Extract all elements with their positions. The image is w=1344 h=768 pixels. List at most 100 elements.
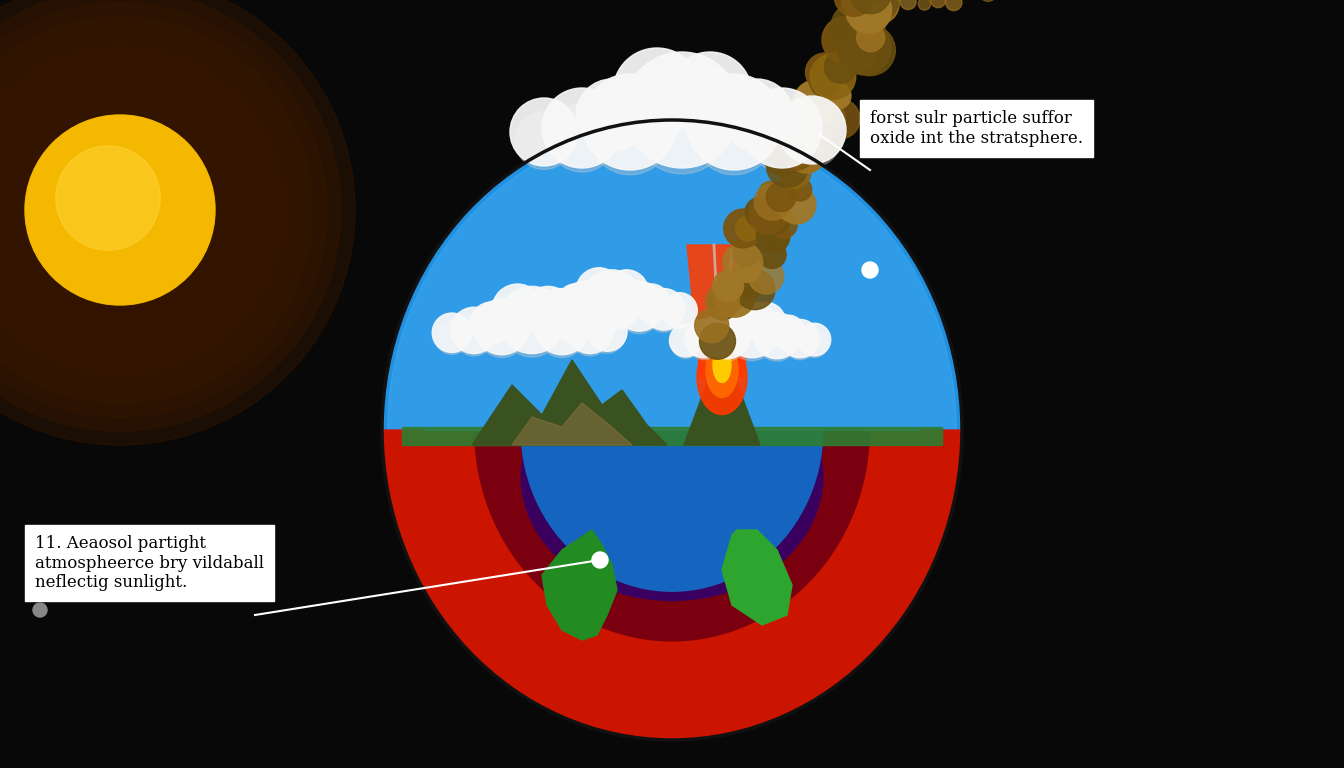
- Circle shape: [0, 59, 271, 361]
- Circle shape: [515, 111, 573, 170]
- Circle shape: [663, 293, 698, 328]
- Circle shape: [470, 302, 512, 344]
- Circle shape: [724, 302, 780, 358]
- Circle shape: [824, 51, 856, 83]
- Circle shape: [433, 313, 472, 353]
- Polygon shape: [382, 430, 962, 740]
- Circle shape: [0, 73, 257, 347]
- Circle shape: [556, 284, 594, 321]
- Circle shape: [492, 284, 543, 335]
- Ellipse shape: [382, 120, 962, 740]
- Circle shape: [840, 36, 875, 71]
- Circle shape: [577, 79, 648, 151]
- Polygon shape: [521, 430, 823, 591]
- Circle shape: [646, 297, 681, 333]
- Circle shape: [758, 181, 784, 206]
- Circle shape: [930, 0, 946, 8]
- Circle shape: [0, 45, 285, 375]
- Circle shape: [454, 316, 493, 356]
- Circle shape: [732, 239, 761, 266]
- Circle shape: [712, 277, 747, 312]
- Circle shape: [618, 291, 660, 334]
- Circle shape: [900, 0, 917, 10]
- Circle shape: [450, 307, 497, 353]
- Circle shape: [685, 319, 723, 358]
- Circle shape: [762, 206, 790, 234]
- Circle shape: [735, 217, 759, 240]
- Circle shape: [605, 270, 648, 313]
- Circle shape: [0, 31, 298, 389]
- Circle shape: [535, 299, 590, 355]
- Circle shape: [918, 0, 930, 10]
- Circle shape: [719, 300, 761, 343]
- Circle shape: [746, 302, 786, 343]
- Circle shape: [509, 98, 578, 166]
- Circle shape: [735, 270, 775, 310]
- Circle shape: [0, 0, 355, 445]
- Circle shape: [579, 277, 618, 316]
- Circle shape: [851, 0, 891, 14]
- Circle shape: [788, 136, 825, 173]
- Circle shape: [548, 104, 616, 172]
- Polygon shape: [422, 430, 922, 697]
- Circle shape: [728, 313, 775, 361]
- Circle shape: [587, 312, 628, 351]
- Polygon shape: [382, 430, 962, 740]
- Circle shape: [781, 319, 820, 358]
- Circle shape: [856, 24, 884, 51]
- Circle shape: [801, 99, 839, 137]
- Circle shape: [765, 139, 801, 176]
- Ellipse shape: [706, 343, 738, 398]
- Circle shape: [715, 275, 742, 302]
- Circle shape: [478, 310, 526, 358]
- Circle shape: [749, 197, 786, 234]
- Circle shape: [577, 268, 622, 313]
- Polygon shape: [382, 120, 962, 430]
- Circle shape: [758, 240, 786, 269]
- Circle shape: [614, 281, 664, 331]
- Circle shape: [770, 210, 797, 238]
- Circle shape: [496, 294, 539, 338]
- Ellipse shape: [698, 339, 747, 415]
- Circle shape: [810, 54, 856, 99]
- Polygon shape: [474, 430, 870, 641]
- Circle shape: [784, 327, 816, 359]
- Circle shape: [824, 82, 851, 109]
- Circle shape: [853, 6, 884, 37]
- Polygon shape: [472, 360, 667, 445]
- Ellipse shape: [714, 347, 731, 382]
- Circle shape: [784, 94, 828, 137]
- Circle shape: [789, 178, 812, 201]
- Circle shape: [559, 291, 591, 323]
- Circle shape: [589, 93, 671, 175]
- Circle shape: [567, 307, 613, 353]
- Circle shape: [714, 276, 755, 317]
- Circle shape: [773, 127, 817, 170]
- Circle shape: [590, 319, 624, 353]
- Circle shape: [823, 17, 868, 63]
- Circle shape: [582, 94, 642, 154]
- Circle shape: [526, 301, 555, 331]
- Ellipse shape: [521, 353, 823, 601]
- Circle shape: [835, 0, 874, 16]
- Circle shape: [749, 259, 784, 294]
- Circle shape: [582, 270, 642, 330]
- Circle shape: [793, 80, 841, 127]
- Circle shape: [852, 0, 899, 22]
- Circle shape: [633, 75, 731, 174]
- Circle shape: [857, 0, 899, 25]
- Polygon shape: [722, 530, 792, 625]
- Polygon shape: [521, 430, 823, 591]
- Circle shape: [555, 302, 597, 344]
- Circle shape: [757, 220, 790, 253]
- Circle shape: [504, 300, 560, 357]
- Circle shape: [636, 291, 667, 323]
- Circle shape: [542, 88, 622, 168]
- Circle shape: [862, 262, 878, 278]
- Circle shape: [723, 243, 762, 283]
- Circle shape: [672, 331, 700, 359]
- Circle shape: [723, 209, 762, 248]
- Circle shape: [474, 299, 530, 355]
- Circle shape: [695, 309, 728, 343]
- Polygon shape: [512, 403, 632, 445]
